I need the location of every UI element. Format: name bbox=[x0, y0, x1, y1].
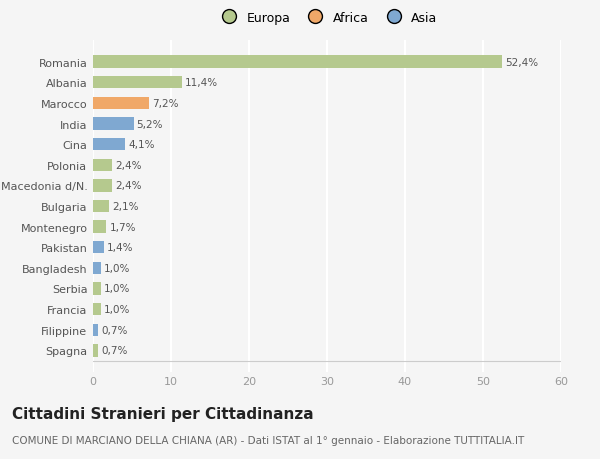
Text: Cittadini Stranieri per Cittadinanza: Cittadini Stranieri per Cittadinanza bbox=[12, 406, 314, 421]
Text: 0,7%: 0,7% bbox=[101, 325, 128, 335]
Legend: Europa, Africa, Asia: Europa, Africa, Asia bbox=[213, 8, 441, 28]
Text: 4,1%: 4,1% bbox=[128, 140, 155, 150]
Bar bbox=[93, 118, 134, 130]
Bar bbox=[93, 262, 101, 274]
Text: COMUNE DI MARCIANO DELLA CHIANA (AR) - Dati ISTAT al 1° gennaio - Elaborazione T: COMUNE DI MARCIANO DELLA CHIANA (AR) - D… bbox=[12, 435, 524, 445]
Bar bbox=[93, 201, 109, 213]
Bar bbox=[93, 344, 98, 357]
Bar bbox=[93, 324, 98, 336]
Text: 1,0%: 1,0% bbox=[104, 263, 130, 273]
Text: 1,4%: 1,4% bbox=[107, 243, 134, 253]
Text: 2,4%: 2,4% bbox=[115, 160, 142, 170]
Text: 2,1%: 2,1% bbox=[113, 202, 139, 212]
Text: 1,7%: 1,7% bbox=[109, 222, 136, 232]
Text: 0,7%: 0,7% bbox=[101, 346, 128, 356]
Text: 1,0%: 1,0% bbox=[104, 304, 130, 314]
Bar bbox=[93, 283, 101, 295]
Bar bbox=[93, 241, 104, 254]
Bar bbox=[93, 303, 101, 316]
Text: 1,0%: 1,0% bbox=[104, 284, 130, 294]
Text: 11,4%: 11,4% bbox=[185, 78, 218, 88]
Text: 7,2%: 7,2% bbox=[152, 99, 179, 109]
Bar bbox=[93, 77, 182, 89]
Bar bbox=[93, 159, 112, 172]
Bar bbox=[93, 180, 112, 192]
Bar bbox=[93, 139, 125, 151]
Bar bbox=[93, 97, 149, 110]
Text: 52,4%: 52,4% bbox=[505, 57, 538, 67]
Text: 5,2%: 5,2% bbox=[137, 119, 163, 129]
Text: 2,4%: 2,4% bbox=[115, 181, 142, 191]
Bar bbox=[93, 56, 502, 69]
Bar bbox=[93, 221, 106, 233]
